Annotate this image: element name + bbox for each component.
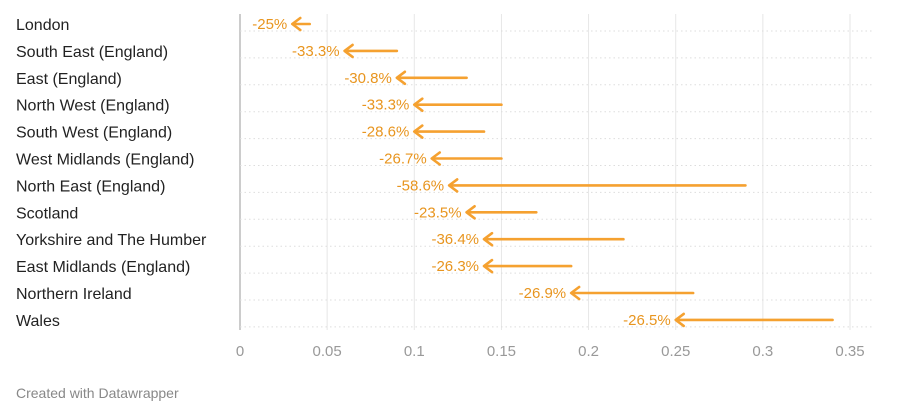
grid-layer <box>239 14 872 330</box>
x-tick-label: 0 <box>236 343 244 360</box>
x-tick-label: 0.15 <box>487 343 516 360</box>
row-label: Yorkshire and The Humber <box>16 232 207 249</box>
arrow-head <box>465 205 476 220</box>
arrows: -25%-33.3%-30.8%-33.3%-28.6%-26.7%-58.6%… <box>252 16 834 329</box>
arrow-head <box>412 97 424 112</box>
row-label: North East (England) <box>16 178 165 195</box>
change-label: -33.3% <box>292 43 340 60</box>
arrow-head <box>290 16 302 32</box>
arrow-head <box>482 231 494 247</box>
change-label: -25% <box>252 16 287 33</box>
row-label: South East (England) <box>16 44 168 61</box>
x-tick-label: 0.1 <box>404 343 425 360</box>
arrow-head <box>395 70 407 86</box>
arrow-head <box>343 43 354 59</box>
row-label: West Midlands (England) <box>16 152 194 169</box>
footer-credit: Created with Datawrapper <box>16 385 179 401</box>
x-tick-label: 0.35 <box>835 343 864 360</box>
arrow-head <box>430 151 442 166</box>
change-label: -30.8% <box>344 70 392 87</box>
row-label: London <box>16 17 69 34</box>
change-label: -23.5% <box>414 204 462 221</box>
arrow-head <box>412 124 424 139</box>
change-label: -26.3% <box>431 258 479 275</box>
arrow-head <box>447 178 459 193</box>
arrow-head <box>674 312 686 328</box>
x-tick-label: 0.2 <box>578 343 599 360</box>
change-label: -26.7% <box>379 151 427 168</box>
change-label: -26.5% <box>623 312 671 329</box>
change-label: -58.6% <box>397 177 445 194</box>
row-label: East (England) <box>16 71 122 88</box>
row-label: East Midlands (England) <box>16 259 190 276</box>
x-axis-tick-labels: 0 0.05 0.1 0.15 0.2 0.25 0.3 0.35 <box>236 343 865 360</box>
change-label: -26.9% <box>519 285 567 302</box>
row-label: South West (England) <box>16 125 172 142</box>
x-tick-label: 0.3 <box>752 343 773 360</box>
change-label: -36.4% <box>431 231 479 248</box>
arrow-head <box>482 258 494 274</box>
change-label: -33.3% <box>362 97 410 114</box>
row-label: Northern Ireland <box>16 286 132 303</box>
row-labels: London South East (England) East (England)… <box>16 17 207 330</box>
x-tick-label: 0.25 <box>661 343 690 360</box>
x-tick-label: 0.05 <box>313 343 342 360</box>
row-label: Scotland <box>16 205 78 222</box>
arrow-head <box>569 285 581 301</box>
change-label: -28.6% <box>362 124 410 141</box>
row-label: North West (England) <box>16 98 170 115</box>
row-label: Wales <box>16 313 60 330</box>
